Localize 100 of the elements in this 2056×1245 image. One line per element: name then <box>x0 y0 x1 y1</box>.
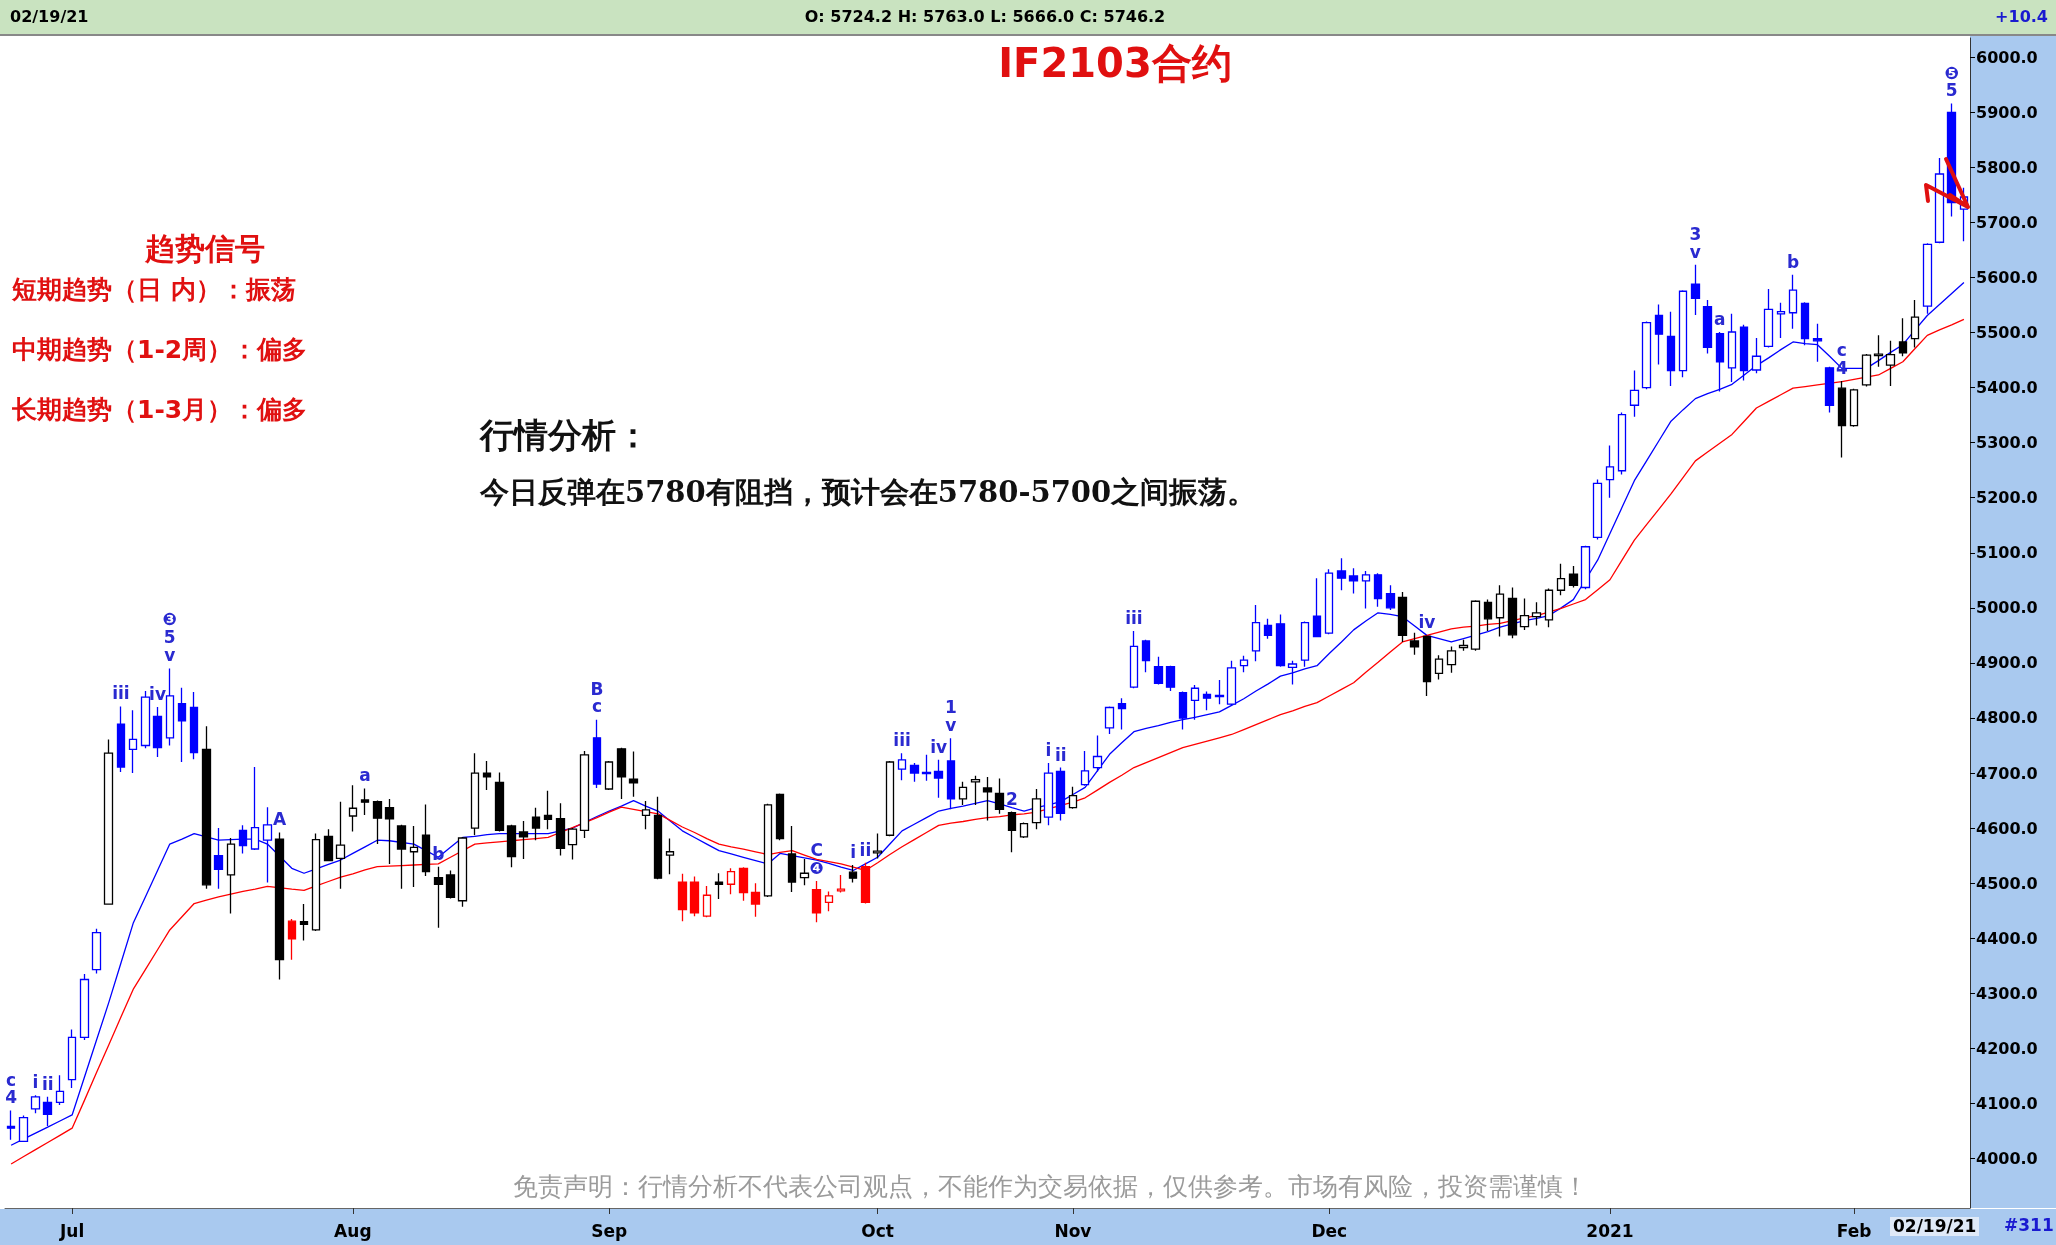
candlestick <box>946 737 956 811</box>
annotation: 免责声明：行情分析不代表公司观点，不能作为交易依据，仅供参考。市场有风险，投资需谨慎！ <box>512 1172 1588 1201</box>
candlestick <box>775 792 785 841</box>
text: 3 v <box>1689 224 1702 262</box>
x-tick-label: Oct <box>861 1220 894 1241</box>
candlestick <box>1129 630 1139 689</box>
candlestick <box>152 706 163 758</box>
candlestick <box>250 766 260 851</box>
y-tick-label: 5700.0 <box>1976 212 2038 232</box>
text: B c <box>590 678 604 717</box>
candlestick <box>1373 572 1383 608</box>
y-tick-label: 5200.0 <box>1976 488 2038 508</box>
candlestick <box>1654 303 1664 366</box>
candlestick <box>860 862 871 905</box>
candlestick <box>604 760 614 791</box>
text: iii <box>1125 608 1143 629</box>
candlestick <box>384 798 395 865</box>
y-tick-label: 4600.0 <box>1976 818 2038 838</box>
candlestick <box>287 918 297 961</box>
candlestick <box>811 880 822 923</box>
text: 2 <box>1005 788 1018 809</box>
annotation: 短期趋势（日 内）：振荡 <box>12 275 296 304</box>
candlestick <box>1239 655 1249 673</box>
candlestick <box>738 866 749 902</box>
candlestick <box>1385 584 1396 611</box>
x-tick-label: Aug <box>334 1220 372 1241</box>
text: i <box>850 842 857 863</box>
text: b <box>1786 251 1800 272</box>
candlestick <box>323 828 334 862</box>
y-tick-label: 4800.0 <box>1976 708 2038 728</box>
candlestick <box>653 796 663 880</box>
candlestick <box>872 832 883 860</box>
candlestick <box>1117 697 1127 731</box>
candlestick <box>787 825 797 893</box>
candlestick <box>274 831 285 981</box>
candlestick <box>1019 821 1029 839</box>
candlestick <box>824 890 834 912</box>
candlestick <box>677 873 688 922</box>
y-tick-label: 5000.0 <box>1976 598 2038 618</box>
candlestick <box>1446 645 1457 674</box>
candlestick <box>1300 620 1310 668</box>
candlestick <box>1153 656 1164 686</box>
candlestick <box>311 832 321 932</box>
candlestick <box>1165 665 1176 692</box>
candlestick <box>1751 337 1762 374</box>
candlestick <box>1544 587 1554 628</box>
candlestick <box>360 787 370 816</box>
annotation: 中期趋势（1-2周）：偏多 <box>12 335 308 364</box>
candlestick <box>165 667 175 747</box>
annotation: 趋势信号 <box>145 231 265 266</box>
candlestick <box>445 869 456 900</box>
candlestick <box>1776 302 1786 339</box>
text: iii <box>893 730 911 751</box>
candlestick <box>958 781 968 806</box>
candlestick <box>750 882 761 918</box>
x-tick-label: Feb <box>1836 1220 1872 1241</box>
text: O: 5724.2 H: 5763.0 L: 5666.0 C: 5746.2 <box>804 7 1166 26</box>
candlestick <box>1336 557 1347 591</box>
candlestick <box>1178 690 1188 731</box>
candlestick <box>238 824 248 855</box>
chart-title: IF2103合约 <box>998 40 1232 86</box>
candlestick <box>1763 288 1774 349</box>
candlestick <box>6 1109 16 1141</box>
candlestick <box>1324 568 1334 635</box>
candlestick <box>1287 660 1298 686</box>
candlestick <box>1458 639 1469 652</box>
candlestick <box>1849 388 1859 428</box>
candlestick <box>201 725 212 890</box>
x-tick-label: Jul <box>58 1220 85 1241</box>
candlestick <box>579 750 590 839</box>
candlestick <box>1666 310 1676 387</box>
candlestick <box>641 800 651 830</box>
candlestick <box>18 1114 29 1143</box>
candlestick <box>1617 411 1627 476</box>
candlestick <box>1080 750 1090 787</box>
candlestick <box>1739 324 1749 382</box>
candlestick <box>970 775 981 806</box>
candlestick <box>592 718 602 789</box>
candlestick <box>1531 601 1542 627</box>
candlestick <box>1068 786 1078 810</box>
candlestick <box>140 690 151 749</box>
candlestick <box>348 784 358 833</box>
annotation: 长期趋势（1-3月）：偏多 <box>12 395 308 424</box>
text: i <box>32 1072 39 1093</box>
candlestick <box>1568 565 1579 589</box>
y-tick-label: 4400.0 <box>1976 928 2038 948</box>
candlestick <box>421 803 431 877</box>
candlestick <box>689 875 700 917</box>
candlestick <box>1861 353 1872 388</box>
candlestick <box>1214 679 1225 705</box>
candlestick <box>1202 690 1212 711</box>
candlestick <box>506 824 517 868</box>
candlestick <box>1715 331 1725 393</box>
candlestick <box>1104 705 1115 735</box>
candlestick <box>1031 788 1042 830</box>
candlestick <box>91 928 102 975</box>
candlestick <box>567 827 578 861</box>
candlestick <box>702 885 712 918</box>
candlestick <box>1690 264 1701 316</box>
candlestick <box>1556 563 1566 596</box>
